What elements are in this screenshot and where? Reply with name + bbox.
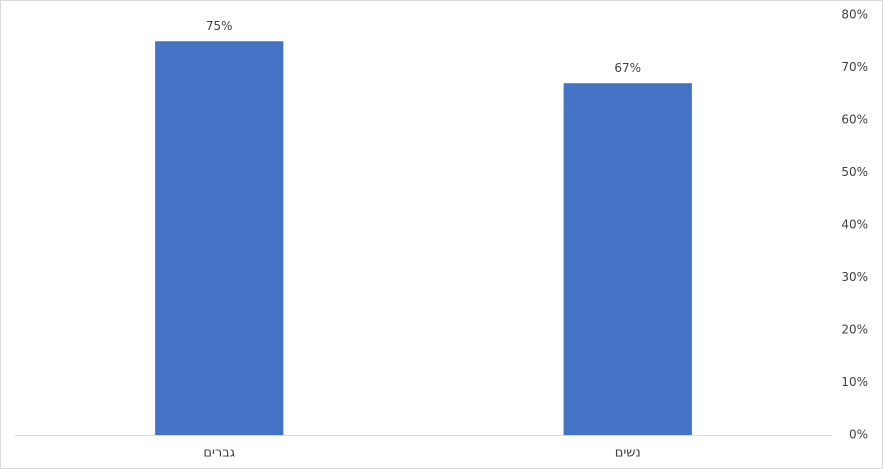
y-tick-label: 50% xyxy=(841,165,868,179)
bar xyxy=(155,41,284,435)
y-tick-label: 80% xyxy=(841,8,868,22)
y-tick-label: 30% xyxy=(841,270,868,284)
y-tick-label: 40% xyxy=(841,218,868,232)
bar xyxy=(563,83,692,435)
data-label: 75% xyxy=(206,19,233,33)
y-tick-label: 10% xyxy=(841,375,868,389)
y-tick-label: 20% xyxy=(841,323,868,337)
y-tick-label: 60% xyxy=(841,113,868,127)
y-tick-label: 0% xyxy=(849,428,868,442)
y-tick-label: 70% xyxy=(841,60,868,74)
x-tick-label: גברים xyxy=(203,446,235,461)
x-tick-label: נשים xyxy=(615,446,641,461)
data-label: 67% xyxy=(614,61,641,75)
